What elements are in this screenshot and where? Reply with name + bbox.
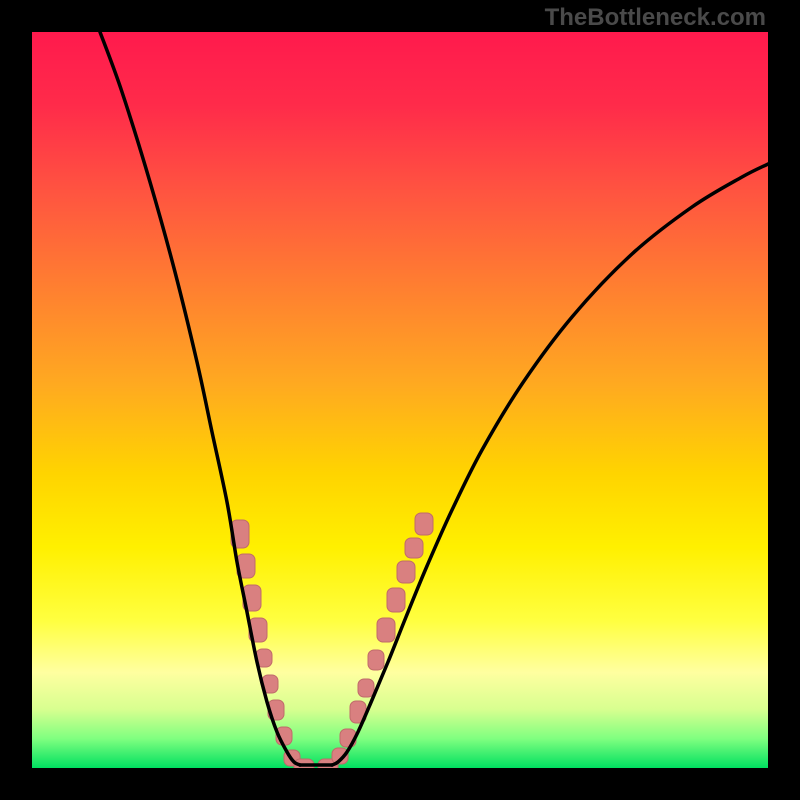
- plot-area: [32, 32, 768, 768]
- watermark-text: TheBottleneck.com: [545, 4, 766, 32]
- gradient-background: [32, 32, 768, 768]
